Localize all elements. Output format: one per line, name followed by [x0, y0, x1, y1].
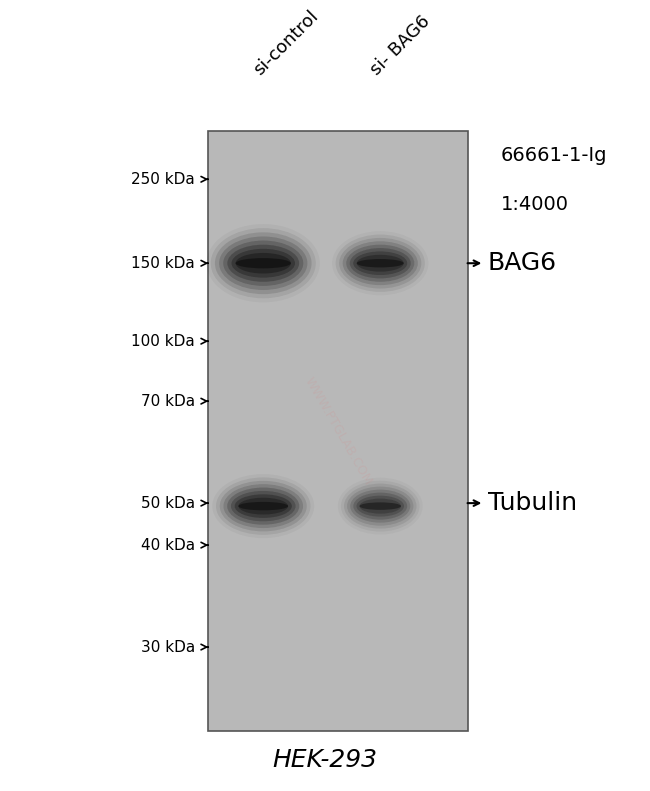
Ellipse shape	[356, 496, 404, 517]
Text: si- BAG6: si- BAG6	[367, 12, 434, 79]
Ellipse shape	[224, 484, 303, 528]
Text: 150 kDa: 150 kDa	[131, 255, 195, 271]
Ellipse shape	[235, 494, 292, 518]
Text: 70 kDa: 70 kDa	[141, 394, 195, 409]
Ellipse shape	[220, 481, 307, 532]
Ellipse shape	[235, 253, 291, 274]
Text: 100 kDa: 100 kDa	[131, 334, 195, 349]
Ellipse shape	[223, 240, 304, 286]
Text: HEK-293: HEK-293	[272, 748, 378, 772]
Ellipse shape	[344, 483, 417, 528]
Ellipse shape	[239, 498, 288, 515]
Ellipse shape	[239, 502, 288, 510]
Text: 40 kDa: 40 kDa	[141, 538, 195, 553]
Ellipse shape	[357, 255, 404, 271]
Ellipse shape	[359, 502, 401, 510]
Text: WWW.PTGLAB.COM: WWW.PTGLAB.COM	[302, 375, 374, 487]
Text: 30 kDa: 30 kDa	[141, 640, 195, 655]
Ellipse shape	[353, 252, 408, 275]
Ellipse shape	[227, 487, 299, 524]
Ellipse shape	[231, 249, 295, 278]
Text: 66661-1-Ig: 66661-1-Ig	[500, 146, 607, 165]
Text: Tubulin: Tubulin	[488, 491, 577, 515]
Ellipse shape	[335, 235, 425, 292]
FancyBboxPatch shape	[208, 131, 468, 731]
Ellipse shape	[346, 244, 414, 282]
Ellipse shape	[339, 238, 421, 289]
Ellipse shape	[216, 478, 311, 535]
Ellipse shape	[359, 498, 401, 513]
Ellipse shape	[219, 237, 307, 290]
Text: 1:4000: 1:4000	[500, 195, 569, 214]
Ellipse shape	[343, 241, 418, 285]
Ellipse shape	[350, 248, 411, 278]
Ellipse shape	[235, 258, 291, 268]
Ellipse shape	[347, 486, 413, 525]
Ellipse shape	[350, 490, 410, 523]
Ellipse shape	[357, 259, 404, 267]
Text: si-control: si-control	[250, 7, 322, 79]
Text: BAG6: BAG6	[488, 252, 556, 275]
Ellipse shape	[341, 481, 420, 532]
Ellipse shape	[215, 233, 311, 294]
Ellipse shape	[231, 491, 296, 521]
Ellipse shape	[227, 244, 299, 282]
Text: 250 kDa: 250 kDa	[131, 172, 195, 187]
Ellipse shape	[211, 228, 316, 298]
Text: 50 kDa: 50 kDa	[141, 496, 195, 511]
Ellipse shape	[354, 493, 407, 520]
